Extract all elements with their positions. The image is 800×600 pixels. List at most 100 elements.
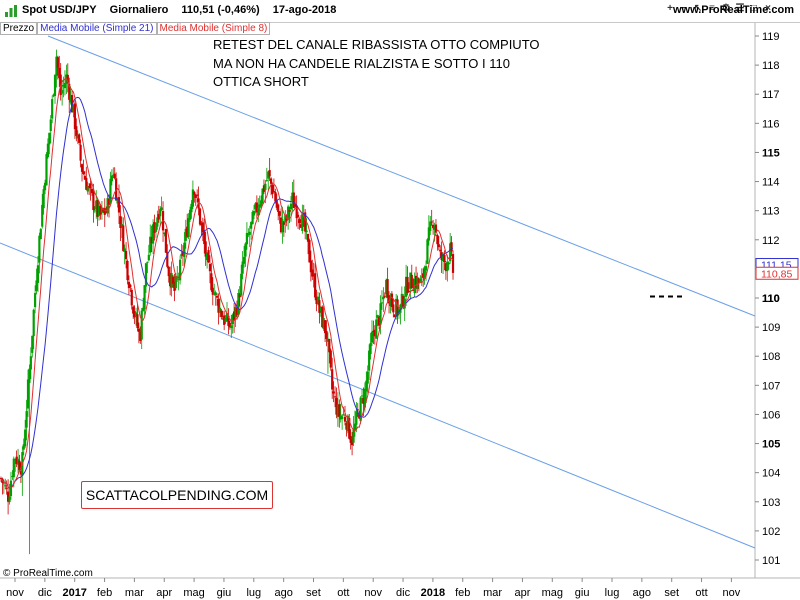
candle-body xyxy=(49,119,52,132)
x-tick-label: ott xyxy=(337,587,349,599)
candle-body xyxy=(173,281,176,291)
candle-body xyxy=(295,205,298,219)
candle-body xyxy=(25,411,28,428)
candle-body xyxy=(227,315,230,326)
candle-body xyxy=(242,256,246,264)
x-tick-label: dic xyxy=(396,587,411,599)
cursor-icon[interactable]: ↖ xyxy=(693,3,703,14)
candle-body xyxy=(55,56,58,76)
candle-body xyxy=(326,338,330,342)
candle-body xyxy=(78,134,81,143)
candle-body xyxy=(139,331,142,341)
candle-body xyxy=(142,307,145,311)
candle-body xyxy=(188,209,192,220)
candle-body xyxy=(146,261,149,263)
legend-price[interactable]: Prezzo xyxy=(0,22,38,35)
candle-body xyxy=(417,278,420,283)
annotation-line: OTTICA SHORT xyxy=(213,74,309,89)
candle-body xyxy=(196,194,199,196)
candle-body xyxy=(279,217,283,233)
candle-body xyxy=(9,480,13,497)
candle-body xyxy=(89,183,92,189)
maximize-icon[interactable]: □ xyxy=(750,3,758,14)
candle-body xyxy=(63,82,67,89)
y-tick-label: 118 xyxy=(762,60,780,72)
candle-body xyxy=(120,224,123,227)
candle-body xyxy=(204,241,207,257)
candle-body xyxy=(220,310,223,317)
candle-body xyxy=(163,232,166,235)
candle-body xyxy=(193,191,196,195)
candle-body xyxy=(62,84,65,87)
candle-body xyxy=(336,404,339,417)
menu-icon[interactable]: ☰ xyxy=(735,3,745,14)
candle-body xyxy=(43,182,47,191)
candle-body xyxy=(278,211,281,216)
candle-body xyxy=(355,411,358,425)
y-tick-label: 103 xyxy=(762,497,780,509)
candle-body xyxy=(218,307,221,313)
candle-body xyxy=(345,422,348,430)
annotation-text: RETEST DEL CANALE RIBASSISTA OTTO COMPIU… xyxy=(213,36,540,92)
bar-chart-icon xyxy=(5,5,17,17)
candle-body xyxy=(214,292,217,296)
close-icon[interactable]: × xyxy=(765,3,771,14)
candle-body xyxy=(288,210,291,212)
candle-body xyxy=(176,276,179,278)
x-tick-label: nov xyxy=(364,587,382,599)
candle-body xyxy=(244,243,247,257)
candle-body xyxy=(97,206,101,217)
list-icon[interactable]: ≡ xyxy=(709,3,715,14)
candle-body xyxy=(224,317,227,323)
candle-body xyxy=(190,203,193,213)
candle-body xyxy=(257,208,260,216)
settings-icon[interactable]: ⚙ xyxy=(721,3,731,14)
x-tick-label: mag xyxy=(183,587,204,599)
y-tick-label: 104 xyxy=(762,468,780,480)
candle-body xyxy=(225,312,229,321)
zoom-out-icon[interactable]: − xyxy=(681,3,687,14)
candle-body xyxy=(251,211,254,225)
instrument-name: Spot USD/JPY xyxy=(22,4,97,16)
site-url[interactable]: www.ProRealTime.com xyxy=(672,4,794,16)
candle-body xyxy=(339,415,342,420)
candle-body xyxy=(318,300,321,313)
chart-header: Spot USD/JPY Giornaliero 110,51 (-0,46%)… xyxy=(0,0,800,23)
candle-body xyxy=(349,436,352,443)
candle-body xyxy=(132,306,135,314)
x-tick-label: nov xyxy=(723,587,741,599)
candle-body xyxy=(206,253,209,261)
candle-body xyxy=(429,221,432,231)
candle-body xyxy=(329,350,332,368)
legend-ma21[interactable]: Media Mobile (Simple 21) xyxy=(37,22,157,35)
annotation-line: RETEST DEL CANALE RIBASSISTA OTTO COMPIU… xyxy=(213,37,540,52)
candle-body xyxy=(38,235,41,263)
candle-body xyxy=(129,284,132,288)
candle-body xyxy=(0,478,3,480)
x-tick-label: set xyxy=(664,587,679,599)
candle-body xyxy=(15,456,18,464)
candle-body xyxy=(169,275,172,287)
candle-body xyxy=(382,296,385,300)
y-tick-label: 108 xyxy=(762,351,780,363)
x-tick-label: giu xyxy=(217,587,232,599)
candle-body xyxy=(166,252,169,267)
ma21-line xyxy=(0,96,454,489)
chart-date: 17-ago-2018 xyxy=(272,4,337,16)
candle-body xyxy=(368,350,371,371)
candle-body xyxy=(277,204,280,213)
legend-ma8[interactable]: Media Mobile (Simple 8) xyxy=(156,22,271,35)
x-tick-label: ott xyxy=(695,587,707,599)
candle-body xyxy=(430,221,433,223)
candle-body xyxy=(305,230,308,233)
candle-body xyxy=(201,222,204,233)
candle-body xyxy=(127,281,131,289)
candle-body xyxy=(268,170,271,177)
chart-toolbar: + − ↖ ≡ ⚙ ☰ □ × xyxy=(664,3,774,15)
candle-body xyxy=(315,296,318,305)
candle-body xyxy=(123,248,126,252)
candle-body xyxy=(386,279,389,298)
candle-body xyxy=(375,319,378,339)
zoom-in-icon[interactable]: + xyxy=(667,3,673,14)
